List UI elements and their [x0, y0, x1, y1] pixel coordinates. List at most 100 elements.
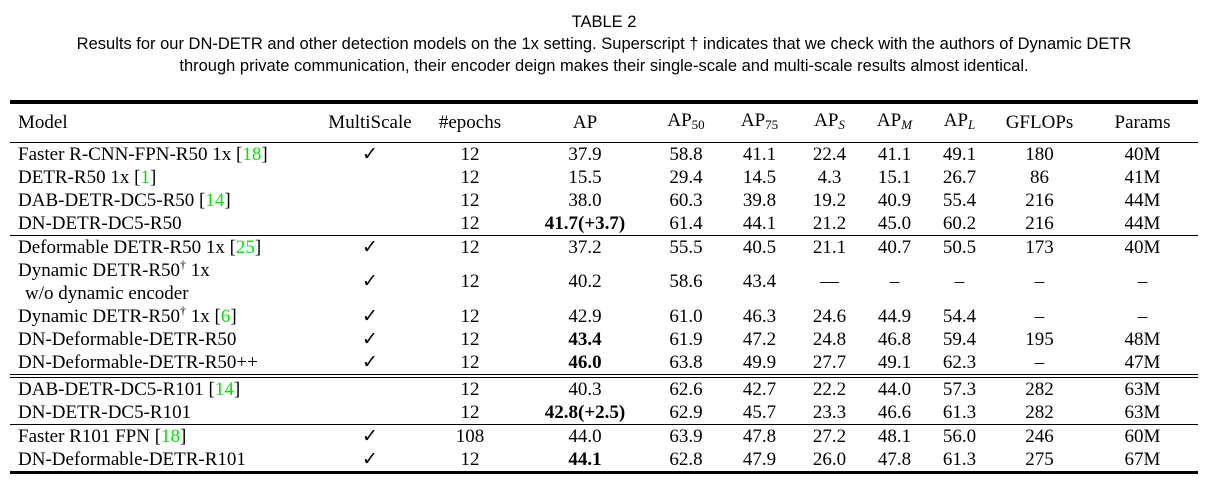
ap-cell: 43.4: [568, 328, 602, 350]
ap-m-cell: 40.9: [877, 189, 912, 211]
citation-number: 18: [242, 143, 262, 165]
ap-l-cell: 54.4: [942, 305, 977, 327]
params-cell: 44M: [1124, 212, 1161, 234]
ap50-cell: 62.8: [669, 448, 703, 470]
ap-cell: 44.1: [568, 448, 602, 470]
ap-s-cell: 27.7: [812, 351, 847, 373]
results-table-wrapper: Model MultiScale #epochs AP AP50 AP75 APS APM AP…: [10, 100, 1198, 474]
gflops-cell: 275: [1025, 448, 1054, 470]
ap75-cell: 43.4: [742, 271, 777, 293]
ap-cell: 42.8(+2.5): [544, 401, 626, 423]
table-row: DETR-R50 1x [1] 12 15.5 29.4 14.5 4.3 15.1 26.7…: [10, 166, 1198, 189]
model-name: DN-Deformable-DETR-R101: [18, 448, 246, 470]
table-row: DAB-DETR-DC5-R50 [14] 12 38.0 60.3 39.8 19.2 4…: [10, 189, 1198, 212]
model-name-cell: DN-Deformable-DETR-R101: [10, 448, 320, 473]
multiscale-cell: [320, 212, 420, 236]
citation-ref: [14]: [199, 189, 231, 211]
col-header-ap75: AP75: [740, 110, 779, 132]
ap-cell: 15.5: [568, 166, 602, 188]
ap50-cell: 62.6: [669, 378, 703, 400]
model-name-cell: Faster R-CNN-FPN-R50 1x [18]: [10, 142, 320, 166]
model-name-cell: DN-DETR-DC5-R101: [10, 401, 320, 425]
model-name-cell: Dynamic DETR-R50† 1x [6]: [10, 305, 320, 328]
epochs-cell: 12: [460, 305, 480, 327]
gflops-cell: –: [1034, 305, 1045, 327]
params-cell: 41M: [1124, 166, 1161, 188]
ap50-cell: 58.8: [669, 143, 703, 165]
ap-m-cell: 41.1: [877, 143, 912, 165]
ap50-cell: 61.9: [669, 328, 703, 350]
ap50-cell: 58.6: [669, 271, 703, 293]
epochs-cell: 12: [460, 448, 480, 470]
params-cell: 40M: [1124, 236, 1161, 258]
col-header-subscript: S: [838, 116, 845, 132]
ap-m-cell: 48.1: [877, 425, 912, 447]
ap-m-cell: 46.6: [877, 401, 912, 423]
multiscale-cell: [320, 166, 420, 189]
epochs-cell: 108: [455, 425, 485, 447]
ap-cell: 37.9: [568, 143, 602, 165]
header-row: Model MultiScale #epochs AP AP50 AP75 APS APM AP…: [10, 104, 1198, 142]
params-cell: 44M: [1124, 189, 1161, 211]
ap50-cell: 29.4: [669, 166, 703, 188]
model-name: DN-DETR-DC5-R101: [18, 401, 192, 423]
citation-number: 14: [205, 189, 225, 211]
gflops-cell: 173: [1025, 236, 1054, 258]
col-header-ap: AP: [572, 111, 598, 133]
multiscale-cell: ✓: [320, 328, 420, 351]
ap-s-cell: 27.2: [812, 425, 847, 447]
checkmark-icon: ✓: [362, 305, 378, 327]
ap75-cell: 42.7: [742, 378, 777, 400]
gflops-cell: 216: [1025, 212, 1054, 234]
ap-m-cell: 46.8: [877, 328, 912, 350]
epochs-cell: 12: [460, 212, 480, 234]
checkmark-icon: ✓: [362, 351, 378, 373]
table-row: DN-Deformable-DETR-R50 ✓ 12 43.4 61.9 47.2 24.…: [10, 328, 1198, 351]
ap75-cell: 47.2: [742, 328, 777, 350]
table-row: DN-DETR-DC5-R50 12 41.7(+3.7) 61.4 44.1 21.2 4…: [10, 212, 1198, 236]
ap-cell: 37.2: [568, 236, 602, 258]
ap-cell: 41.7(+3.7): [544, 212, 626, 234]
ap50-cell: 62.9: [669, 401, 703, 423]
col-header-model: Model: [18, 111, 68, 133]
ap-m-cell: 15.1: [877, 166, 912, 188]
citation-ref: [18]: [154, 425, 187, 447]
epochs-cell: 12: [460, 271, 480, 293]
ap-m-cell: 40.7: [877, 236, 912, 258]
params-cell: 47M: [1124, 351, 1161, 373]
gflops-cell: –: [1034, 271, 1045, 293]
model-name: DN-Deformable-DETR-R50: [18, 328, 237, 350]
ap-s-cell: 21.1: [812, 236, 847, 258]
ap-l-cell: 61.3: [942, 401, 977, 423]
citation-ref: [14]: [208, 378, 241, 400]
params-cell: 40M: [1124, 143, 1161, 165]
gflops-cell: 246: [1025, 425, 1054, 447]
ap-l-cell: 62.3: [942, 351, 977, 373]
model-name-cell: DAB-DETR-DC5-R101 [14]: [10, 376, 320, 401]
ap50-cell: 61.0: [669, 305, 703, 327]
ap-s-cell: 21.2: [812, 212, 847, 234]
params-cell: 48M: [1124, 328, 1161, 350]
gflops-cell: 180: [1025, 143, 1054, 165]
gflops-cell: 216: [1025, 189, 1054, 211]
table-top-double-rule: [10, 100, 1198, 104]
ap-s-cell: 4.3: [817, 166, 842, 188]
ap75-cell: 49.9: [742, 351, 777, 373]
params-cell: 63M: [1124, 401, 1161, 423]
model-name-cell: DN-Deformable-DETR-R50++: [10, 351, 320, 376]
ap-l-cell: 26.7: [942, 166, 977, 188]
ap75-cell: 47.9: [742, 448, 777, 470]
multiscale-cell: [320, 401, 420, 425]
epochs-cell: 12: [460, 351, 480, 373]
ap-l-cell: 57.3: [942, 378, 977, 400]
model-name: DETR-R50 1x [1]: [18, 166, 157, 188]
ap50-cell: 55.5: [669, 236, 703, 258]
multiscale-cell: [320, 376, 420, 401]
ap-m-cell: 45.0: [877, 212, 912, 234]
ap-cell: 44.0: [568, 425, 602, 447]
model-name-cell: DN-DETR-DC5-R50: [10, 212, 320, 236]
model-name: Faster R-CNN-FPN-R50 1x [18]: [18, 143, 268, 165]
ap-s-cell: 19.2: [812, 189, 847, 211]
col-header-params: Params: [1114, 111, 1171, 133]
checkmark-icon: ✓: [362, 425, 378, 447]
